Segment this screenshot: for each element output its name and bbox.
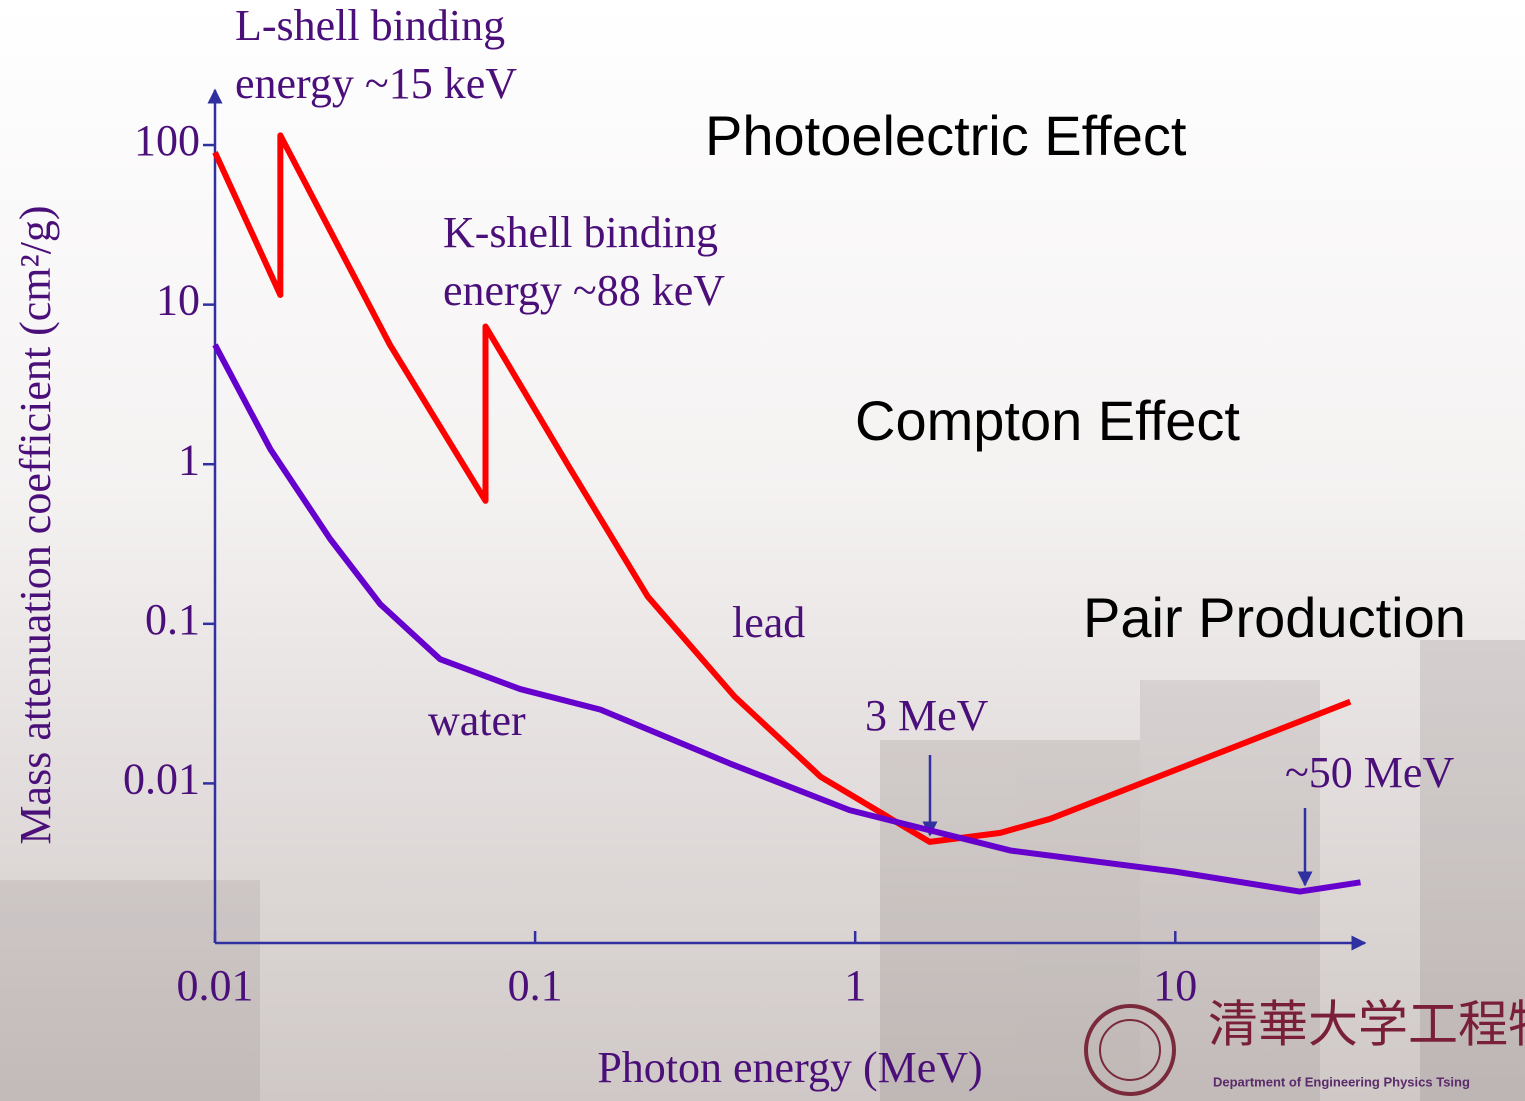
annotation: 3 MeV (865, 691, 989, 740)
annotation: Compton Effect (855, 389, 1240, 452)
page: {"chart_data": { "type": "line", "xlabel… (0, 0, 1525, 1101)
annotation: Pair Production (1083, 586, 1466, 649)
x-axis-label: Photon energy (MeV) (597, 1043, 982, 1092)
logo-name: 清華大学工程物 (1208, 996, 1525, 1054)
series-label: lead (732, 598, 805, 647)
x-tick-label: 1 (844, 961, 866, 1010)
annotation: L-shell binding (235, 1, 505, 50)
x-tick-label: 10 (1153, 961, 1197, 1010)
x-tick-label: 0.1 (508, 961, 563, 1010)
logo-subtitle: Department of Engineering Physics Tsing (1213, 1074, 1470, 1089)
y-tick-label: 100 (134, 116, 200, 165)
x-tick-label: 0.01 (177, 961, 254, 1010)
y-tick-label: 0.1 (145, 595, 200, 644)
slide: Photon energy (MeV) Mass attenuation coe… (0, 0, 1525, 1101)
annotation: K-shell binding (443, 208, 718, 257)
annotation: energy ~15 keV (235, 59, 517, 108)
y-tick-label: 1 (178, 435, 200, 484)
annotation: Photoelectric Effect (705, 104, 1187, 167)
series-label: water (428, 696, 526, 745)
annotation: energy ~88 keV (443, 266, 725, 315)
y-axis-label: Mass attenuation coefficient (cm²/g) (11, 205, 60, 844)
annotation: ~50 MeV (1285, 748, 1454, 797)
y-tick-label: 0.01 (123, 755, 200, 804)
y-tick-label: 10 (156, 276, 200, 325)
